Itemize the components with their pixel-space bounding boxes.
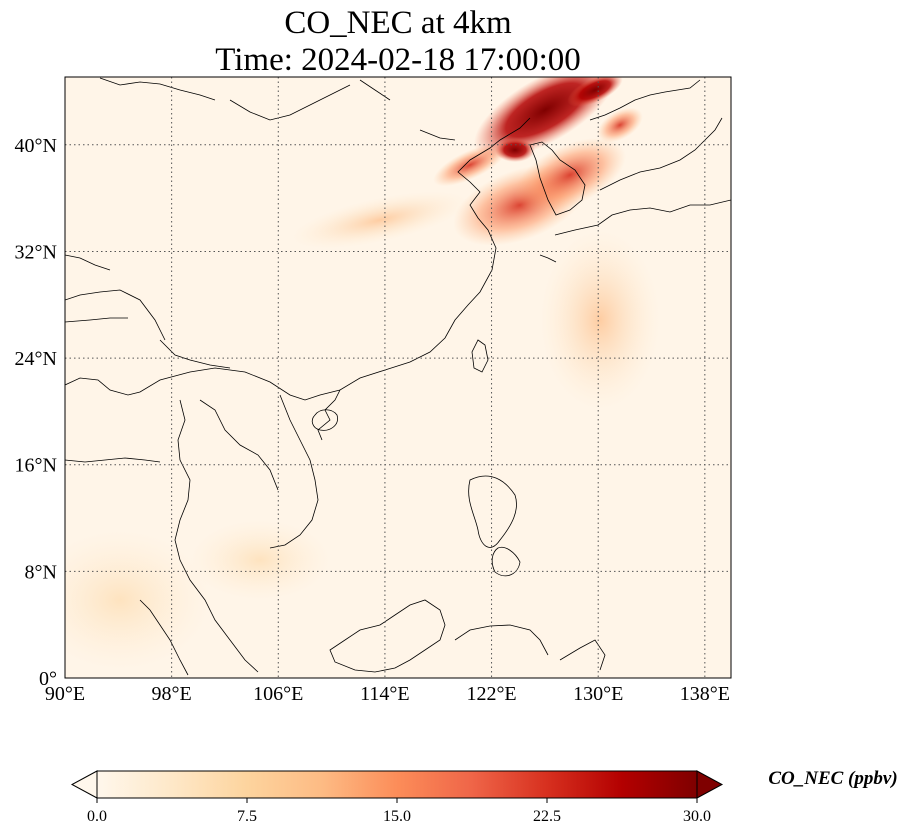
colorbar-extend-max bbox=[696, 770, 724, 799]
map-title-line2: Time: 2024-02-18 17:00:00 bbox=[215, 42, 581, 78]
colorbar-tick-label: 30.0 bbox=[683, 808, 711, 825]
lat-tick-label: 24°N bbox=[15, 348, 57, 370]
gridlines bbox=[65, 77, 731, 678]
lon-tick-label: 138°E bbox=[680, 683, 730, 705]
colorbar: 0.0 7.5 15.0 22.5 30.0 bbox=[70, 770, 724, 825]
lon-tick-label: 90°E bbox=[45, 683, 85, 705]
concentration-field bbox=[65, 77, 731, 678]
colorbar-label: CO_NEC (ppbv) bbox=[768, 768, 898, 789]
lat-tick-label: 0° bbox=[39, 668, 57, 690]
lat-tick-label: 40°N bbox=[15, 135, 57, 157]
lat-tick-label: 8°N bbox=[25, 561, 57, 583]
lon-tick-label: 98°E bbox=[152, 683, 192, 705]
colorbar-tick-label: 0.0 bbox=[87, 808, 107, 825]
colorbar-extend-min bbox=[70, 770, 98, 799]
lon-tick-label: 122°E bbox=[466, 683, 516, 705]
colorbar-tick-label: 15.0 bbox=[383, 808, 411, 825]
lon-tick-label: 130°E bbox=[573, 683, 623, 705]
map-frame bbox=[64, 76, 732, 679]
map-title-line1: CO_NEC at 4km bbox=[284, 5, 512, 41]
colorbar-tick-label: 22.5 bbox=[533, 808, 561, 825]
lat-tick-label: 32°N bbox=[15, 241, 57, 263]
colorbar-gradient bbox=[97, 771, 697, 798]
colorbar-tick-label: 7.5 bbox=[237, 808, 257, 825]
lon-tick-labels: 90°E 98°E 106°E 114°E 122°E 130°E 138°E bbox=[45, 683, 730, 705]
lon-tick-label: 114°E bbox=[360, 683, 409, 705]
lon-tick-label: 106°E bbox=[253, 683, 303, 705]
coastlines bbox=[65, 77, 731, 676]
lat-tick-label: 16°N bbox=[15, 455, 57, 477]
lat-tick-labels: 0° 8°N 16°N 24°N 32°N 40°N bbox=[15, 135, 57, 690]
